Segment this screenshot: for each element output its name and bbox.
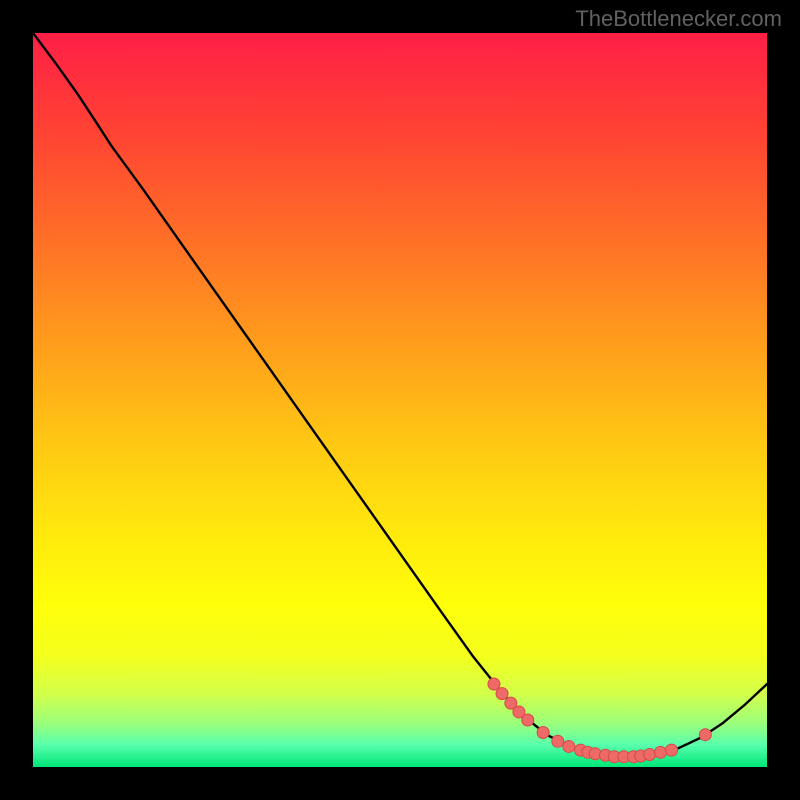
data-marker xyxy=(537,727,549,739)
data-marker xyxy=(496,688,508,700)
data-marker xyxy=(644,749,656,761)
data-marker xyxy=(699,729,711,741)
data-marker xyxy=(522,714,534,726)
data-marker xyxy=(563,740,575,752)
bottleneck-chart xyxy=(33,33,767,767)
watermark-text: TheBottlenecker.com xyxy=(575,6,782,32)
chart-background xyxy=(33,33,767,767)
data-marker xyxy=(655,746,667,758)
chart-frame: TheBottlenecker.com xyxy=(0,0,800,800)
data-marker xyxy=(552,735,564,747)
data-marker xyxy=(666,744,678,756)
data-marker xyxy=(488,678,500,690)
